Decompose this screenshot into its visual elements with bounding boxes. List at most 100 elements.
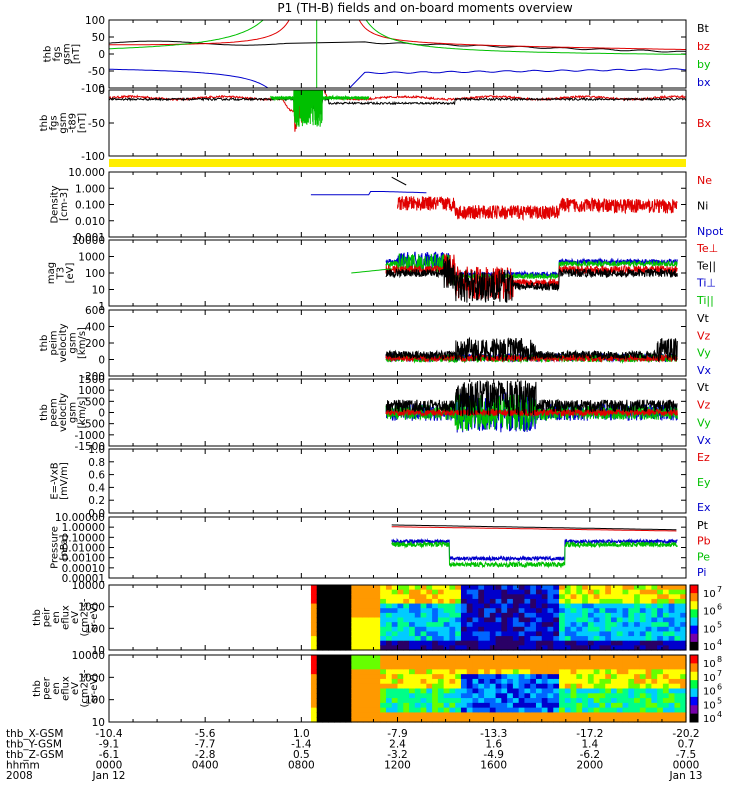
- colorbar-tick-base: 10: [703, 700, 716, 711]
- series-pi: [391, 537, 678, 563]
- ylabel-line: thb: [32, 680, 43, 697]
- legend-pi: Pi: [697, 566, 706, 579]
- ytick-label: 0: [98, 355, 105, 367]
- colorbar-tick-base: 10: [703, 714, 716, 725]
- ytick-label: 0.4: [88, 482, 105, 494]
- xaxis-value: 1200: [384, 760, 411, 772]
- spectrogram: [310, 585, 687, 651]
- legend-vt: Vt: [697, 381, 710, 394]
- xaxis-value: -6.2: [580, 749, 601, 761]
- ylabel-line: mag: [46, 262, 57, 284]
- legend-ti: Ti⊥: [696, 277, 716, 290]
- legend-ti: Ti||: [696, 294, 714, 307]
- ylabel-line: [mV/m]: [59, 462, 70, 500]
- ytick-label: 1000: [78, 252, 105, 264]
- series-ti-par: [385, 253, 678, 286]
- colorbar-tick-exp: 5: [717, 620, 722, 629]
- ylabel-line: Pressure: [50, 526, 61, 569]
- legend-vt: Vt: [697, 312, 710, 325]
- panel-frame: [108, 89, 687, 157]
- ylabel-line: Density: [50, 185, 61, 223]
- xaxis-value: -13.3: [480, 728, 507, 740]
- ytick-label: 0.00001: [62, 573, 105, 585]
- ylabel-line: sr-eV): [89, 674, 100, 703]
- xaxis-value: 2000: [576, 760, 603, 772]
- ylabel-line: velocity: [58, 323, 69, 362]
- ytick-label: 0.010: [75, 216, 105, 228]
- xaxis-value: 1.6: [485, 739, 502, 751]
- series-npot: [310, 191, 427, 196]
- xaxis-row-label: hhmm: [6, 760, 40, 772]
- xaxis-value: 2.4: [389, 739, 406, 751]
- xaxis-value: -7.5: [676, 749, 697, 761]
- panel-density: Density[cm-3] 10.000 1.000 0.100 0.010 0.001 N…: [50, 167, 724, 244]
- ylabel-line: gsm: [68, 332, 79, 353]
- colorbar-tick-exp: 4: [717, 710, 722, 719]
- ytick-label: 0.8: [88, 457, 105, 469]
- colorbar-tick-base: 10: [703, 659, 716, 670]
- ytick-label: 0: [98, 408, 105, 420]
- colorbar-tick: 10 7: [703, 669, 722, 684]
- ytick-label: -500: [81, 419, 105, 431]
- ylabel-line: eV: [70, 682, 81, 695]
- panel-frame: [108, 171, 687, 238]
- ytick-label: 1.000: [75, 183, 105, 195]
- ylabel-line: eflux: [61, 676, 72, 701]
- ytick-label: 0.001: [75, 232, 105, 244]
- xaxis-value: -2.8: [195, 749, 216, 761]
- series-bz: [109, 20, 686, 50]
- xaxis-value: -3.2: [387, 749, 408, 761]
- series-bt: [109, 40, 686, 53]
- series-pe: [391, 540, 678, 569]
- ytick-label: 1: [98, 301, 105, 313]
- ytick-label: -200: [81, 371, 105, 383]
- ylabel-line: [eV]: [65, 263, 76, 284]
- legend-ex: Ex: [697, 501, 711, 514]
- ytick-label: 100: [85, 695, 105, 707]
- colorbar-tick-base: 10: [703, 607, 716, 618]
- ylabel-line: eV: [70, 611, 81, 624]
- colorbar-tick: 10 4: [703, 710, 722, 725]
- ylabel-line: T3: [56, 267, 67, 280]
- ylabel-line: E=-VxB: [50, 462, 61, 499]
- legend-ne: Ne: [697, 174, 712, 187]
- xaxis-value: 1.0: [293, 728, 310, 740]
- legend-vy: Vy: [697, 347, 711, 360]
- ylabel-line: eflux: [61, 605, 72, 630]
- ytick-label: 0.0: [88, 508, 105, 520]
- xaxis-value: 0800: [288, 760, 315, 772]
- ylabel-line: peer: [42, 676, 53, 700]
- ytick-label: 0.6: [88, 470, 105, 482]
- panel-frame: [108, 516, 687, 579]
- colorbar-tick-base: 10: [703, 642, 716, 653]
- legend-bx: Bx: [697, 117, 712, 130]
- xaxis-value: -7.7: [195, 739, 216, 751]
- xaxis-value: -20.2: [672, 728, 699, 740]
- legend-vy: Vy: [697, 416, 711, 429]
- colorbar-tick: 10 7: [703, 585, 722, 600]
- ytick-label: 10000: [72, 235, 105, 247]
- ytick-label: 0.00100: [62, 553, 105, 565]
- series-pb: [391, 526, 677, 532]
- ytick-label: 100: [85, 623, 105, 635]
- series-ne: [397, 196, 678, 222]
- ytick-label: -50: [88, 66, 105, 78]
- ytick-label: 10000: [72, 580, 105, 592]
- ylabel-line: thb: [39, 335, 50, 352]
- series-bx-green: [270, 90, 370, 127]
- ylabel-line: thb: [43, 46, 54, 63]
- xaxis-value: Jan 12: [92, 770, 126, 782]
- xaxis-value: 0000: [673, 760, 700, 772]
